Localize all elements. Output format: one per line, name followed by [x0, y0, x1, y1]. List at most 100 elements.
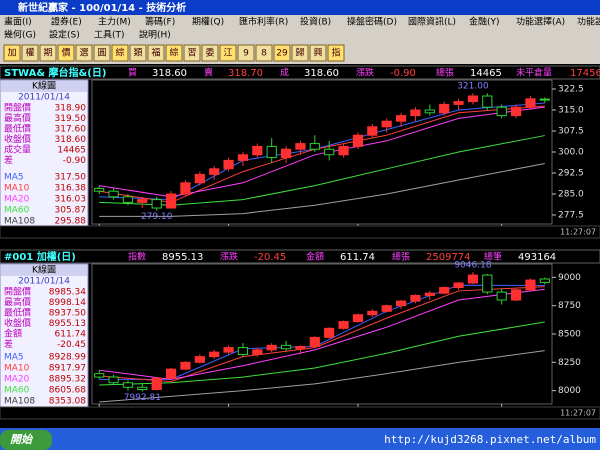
start-label[interactable]: 開始 — [10, 433, 34, 446]
stat-label: 最高價 — [4, 296, 31, 308]
candle-body — [453, 282, 464, 289]
quote-label: 金額 — [306, 251, 324, 263]
candle-body — [122, 196, 134, 203]
candle-body — [108, 190, 119, 198]
stat-label: 金額 — [4, 328, 22, 340]
quote-value: 174565 — [570, 68, 600, 79]
toolbar-button[interactable] — [273, 44, 291, 62]
toolbar-label[interactable]: 選 — [79, 48, 88, 59]
toolbar-label[interactable]: 加 — [7, 48, 16, 59]
candle-body — [94, 187, 105, 192]
toolbar-label[interactable]: 綜 — [169, 47, 178, 59]
toolbar-label[interactable]: 9 — [243, 49, 249, 59]
stat-value: 611.74 — [55, 330, 87, 340]
candle-body — [165, 368, 177, 379]
menu-item[interactable]: 功能選擇(A) — [516, 16, 565, 28]
candle-body — [410, 294, 421, 302]
toolbar-button[interactable] — [3, 44, 21, 62]
toolbar-button[interactable] — [201, 44, 219, 62]
date: 2011/01/14 — [18, 277, 70, 287]
toolbar-button[interactable] — [219, 44, 237, 62]
ma-value: 8928.99 — [49, 353, 86, 363]
toolbar-button[interactable] — [111, 44, 129, 62]
ma-label: MA60 — [4, 386, 30, 396]
candle-body — [381, 305, 392, 312]
menu-item[interactable]: 設定(S) — [49, 29, 80, 41]
ma-line — [99, 350, 545, 403]
toolbar-label[interactable]: 權 — [25, 47, 34, 59]
candle-body — [309, 336, 320, 347]
ma-value: 305.87 — [55, 206, 87, 216]
toolbar-label[interactable]: 價 — [61, 48, 70, 59]
toolbar-label[interactable]: 習 — [187, 48, 196, 59]
menu-item[interactable]: 操盤密碼(D) — [347, 16, 397, 28]
candle-body — [467, 274, 479, 284]
candle-body — [295, 345, 306, 350]
toolbar-button[interactable] — [75, 44, 93, 62]
y-tick-label: 322.5 — [558, 85, 584, 95]
ma-line — [99, 321, 545, 386]
toolbar-label[interactable]: 期 — [43, 48, 52, 59]
toolbar-label[interactable]: 圓 — [97, 48, 106, 59]
menu-item[interactable]: 投資(B) — [300, 16, 331, 28]
candle-body — [151, 199, 162, 209]
candle-body — [424, 292, 435, 296]
toolbar-label[interactable]: 類 — [133, 48, 142, 59]
toolbar-button[interactable] — [57, 44, 75, 62]
toolbar-button[interactable] — [129, 44, 147, 62]
toolbar-button[interactable] — [327, 44, 345, 62]
y-tick-label: 8250 — [558, 358, 581, 368]
menu-item[interactable]: 證券(E) — [51, 16, 82, 28]
start-button[interactable] — [0, 430, 52, 450]
toolbar-label[interactable]: 指 — [331, 47, 340, 59]
menu-item[interactable]: 國際資訊(L) — [408, 16, 456, 28]
toolbar-button[interactable] — [147, 44, 165, 62]
candle-body — [209, 168, 220, 175]
y-tick-label: 315.0 — [558, 106, 584, 116]
toolbar-button[interactable] — [165, 44, 183, 62]
symbol: #001 加權(日) — [4, 250, 76, 263]
toolbar-button[interactable] — [21, 44, 39, 62]
toolbar-label[interactable]: 歸 — [295, 47, 304, 59]
toolbar-label[interactable]: 福 — [151, 47, 160, 59]
toolbar-label[interactable]: 江 — [223, 48, 232, 59]
ma-value: 316.38 — [55, 184, 87, 194]
stat-label: 最高價 — [4, 112, 31, 124]
menu-item[interactable]: 說明(H) — [139, 29, 171, 41]
menu-item[interactable]: 主力(M) — [98, 16, 131, 28]
toolbar-button[interactable] — [255, 44, 273, 62]
toolbar-label[interactable]: 綜 — [115, 47, 124, 59]
menu-item[interactable]: 畫面(I) — [4, 16, 32, 28]
candle-body — [180, 182, 191, 195]
y-tick-label: 292.5 — [558, 169, 584, 179]
toolbar-button[interactable] — [291, 44, 309, 62]
stat-value: 8998.14 — [49, 298, 86, 308]
candle-body — [137, 386, 148, 391]
toolbar-label[interactable]: 8 — [261, 49, 267, 59]
ma-label: MA10 — [4, 184, 30, 194]
menu-item[interactable]: 幾何(G) — [4, 29, 36, 41]
toolbar-button[interactable] — [237, 44, 255, 62]
quote-value: 318.60 — [152, 68, 187, 79]
menu-item[interactable]: 工具(T) — [94, 30, 125, 41]
menu-item[interactable]: 功能設定(P) — [577, 16, 600, 28]
ma-value: 316.03 — [55, 195, 87, 205]
menu-item[interactable]: 籌碼(F) — [145, 16, 175, 28]
menu-item[interactable]: 金融(Y) — [469, 16, 500, 28]
toolbar-button[interactable] — [93, 44, 111, 62]
toolbar-label[interactable]: 29 — [276, 49, 288, 59]
candle-body — [439, 287, 450, 294]
menu-item[interactable]: 匯市利率(R) — [239, 16, 288, 28]
quote-value: 611.74 — [340, 252, 375, 263]
candle-body — [338, 145, 349, 156]
toolbar-button[interactable] — [309, 44, 327, 62]
candle-body — [237, 347, 249, 355]
toolbar-button[interactable] — [183, 44, 201, 62]
toolbar-label[interactable]: 委 — [205, 47, 214, 59]
menu-bar — [0, 15, 600, 43]
ma-label: MA20 — [4, 375, 30, 385]
toolbar-label[interactable]: 興 — [313, 48, 322, 59]
toolbar-button[interactable] — [39, 44, 57, 62]
menu-item[interactable]: 期權(Q) — [192, 16, 224, 28]
quote-value: -20.45 — [254, 252, 286, 263]
